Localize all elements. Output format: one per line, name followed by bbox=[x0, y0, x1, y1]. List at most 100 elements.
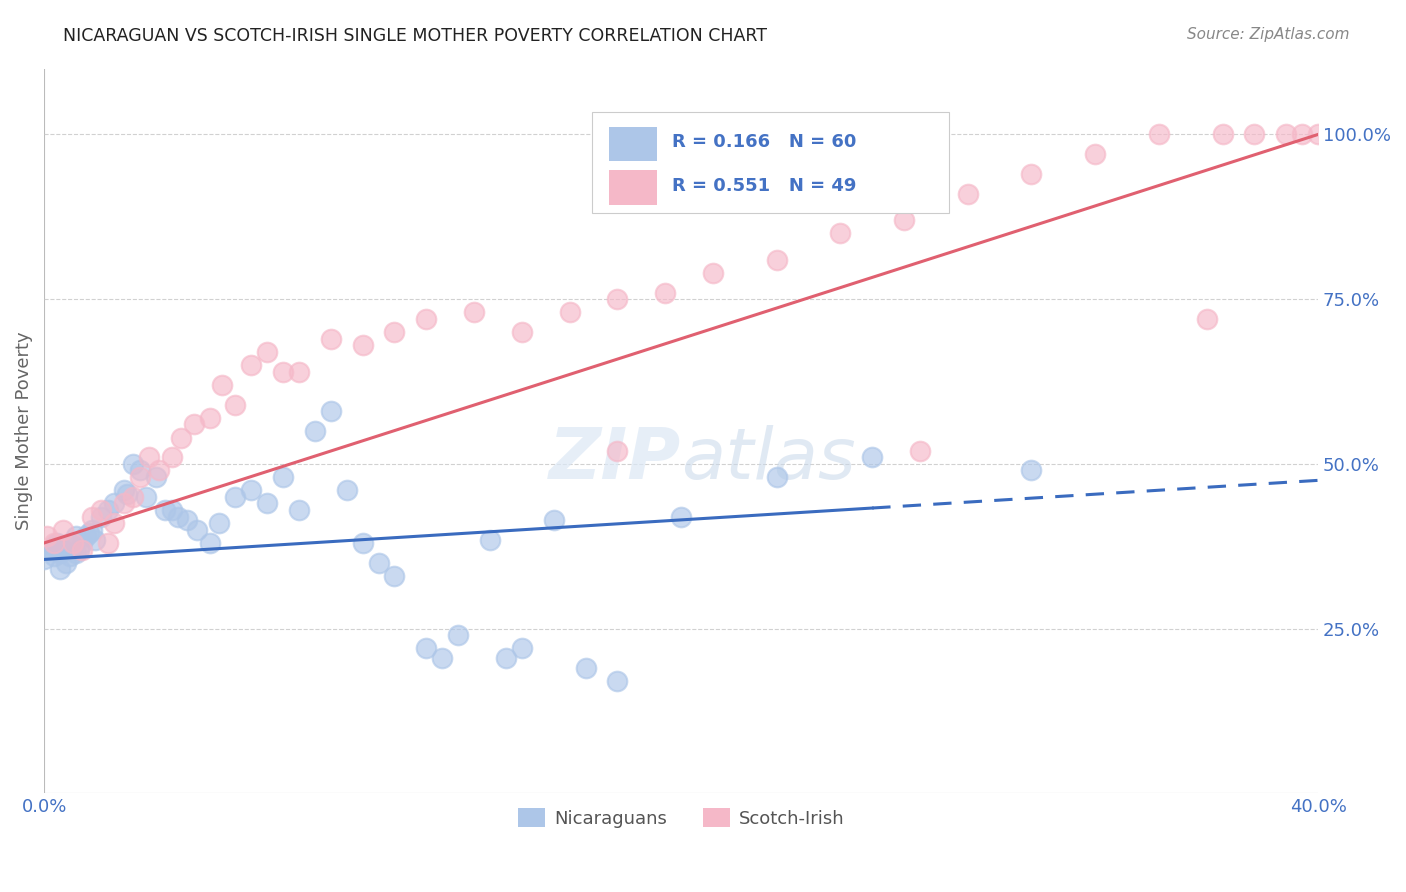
Point bbox=[765, 470, 787, 484]
Point bbox=[495, 651, 517, 665]
Point bbox=[90, 509, 112, 524]
Point bbox=[97, 536, 120, 550]
Point bbox=[669, 509, 692, 524]
Point bbox=[1084, 147, 1107, 161]
Text: ZIP: ZIP bbox=[548, 425, 681, 494]
Point bbox=[1212, 128, 1234, 142]
Point bbox=[135, 490, 157, 504]
Point bbox=[75, 529, 97, 543]
Point bbox=[479, 533, 502, 547]
Point bbox=[271, 470, 294, 484]
Point bbox=[160, 450, 183, 465]
Point bbox=[447, 628, 470, 642]
Point bbox=[1275, 128, 1298, 142]
Point bbox=[415, 641, 437, 656]
Text: atlas: atlas bbox=[681, 425, 856, 494]
Point bbox=[103, 496, 125, 510]
Text: Source: ZipAtlas.com: Source: ZipAtlas.com bbox=[1187, 27, 1350, 42]
FancyBboxPatch shape bbox=[609, 127, 657, 161]
Point bbox=[198, 410, 221, 425]
Point bbox=[167, 509, 190, 524]
Point bbox=[145, 470, 167, 484]
Point bbox=[128, 463, 150, 477]
Point bbox=[352, 536, 374, 550]
Point bbox=[432, 651, 454, 665]
Point bbox=[112, 483, 135, 498]
Point bbox=[224, 398, 246, 412]
Point bbox=[765, 252, 787, 267]
Point bbox=[176, 513, 198, 527]
Point bbox=[319, 404, 342, 418]
Point bbox=[72, 536, 94, 550]
Point bbox=[45, 536, 67, 550]
Point bbox=[908, 443, 931, 458]
Point bbox=[574, 661, 596, 675]
Point bbox=[288, 503, 311, 517]
Point bbox=[271, 365, 294, 379]
Point bbox=[606, 443, 628, 458]
Text: NICARAGUAN VS SCOTCH-IRISH SINGLE MOTHER POVERTY CORRELATION CHART: NICARAGUAN VS SCOTCH-IRISH SINGLE MOTHER… bbox=[63, 27, 768, 45]
Point bbox=[97, 503, 120, 517]
Point bbox=[84, 533, 107, 547]
Point bbox=[138, 450, 160, 465]
Point bbox=[606, 292, 628, 306]
Point bbox=[1195, 312, 1218, 326]
Point bbox=[893, 213, 915, 227]
Point bbox=[62, 539, 84, 553]
Point bbox=[336, 483, 359, 498]
Point bbox=[49, 562, 72, 576]
Point bbox=[463, 305, 485, 319]
Point bbox=[352, 338, 374, 352]
Point bbox=[115, 486, 138, 500]
Point bbox=[58, 549, 80, 563]
Point bbox=[240, 483, 263, 498]
Point bbox=[606, 674, 628, 689]
Point bbox=[211, 377, 233, 392]
Point bbox=[558, 305, 581, 319]
Point bbox=[65, 546, 87, 560]
Point bbox=[830, 226, 852, 240]
Point bbox=[80, 523, 103, 537]
Point bbox=[72, 542, 94, 557]
Point bbox=[160, 503, 183, 517]
Point bbox=[198, 536, 221, 550]
Point bbox=[112, 496, 135, 510]
Y-axis label: Single Mother Poverty: Single Mother Poverty bbox=[15, 332, 32, 530]
Point bbox=[67, 542, 90, 557]
Point bbox=[1243, 128, 1265, 142]
Point bbox=[58, 536, 80, 550]
Point bbox=[128, 470, 150, 484]
Point bbox=[224, 490, 246, 504]
Point bbox=[319, 332, 342, 346]
Point bbox=[186, 523, 208, 537]
Point bbox=[1021, 463, 1043, 477]
Point bbox=[1291, 128, 1313, 142]
Point bbox=[52, 542, 75, 557]
Point bbox=[37, 529, 59, 543]
FancyBboxPatch shape bbox=[609, 170, 657, 205]
Point bbox=[1021, 167, 1043, 181]
Point bbox=[90, 503, 112, 517]
Point bbox=[122, 457, 145, 471]
Point bbox=[654, 285, 676, 300]
Point bbox=[55, 556, 77, 570]
Point bbox=[170, 430, 193, 444]
Point bbox=[860, 450, 883, 465]
Point bbox=[510, 325, 533, 339]
Point bbox=[702, 266, 724, 280]
Point bbox=[122, 490, 145, 504]
Point bbox=[103, 516, 125, 531]
Point bbox=[49, 546, 72, 560]
Point bbox=[32, 552, 55, 566]
Point bbox=[956, 186, 979, 201]
Point bbox=[1147, 128, 1170, 142]
Point bbox=[153, 503, 176, 517]
Point bbox=[304, 424, 326, 438]
Point bbox=[65, 529, 87, 543]
Point bbox=[415, 312, 437, 326]
Point bbox=[80, 509, 103, 524]
Point bbox=[256, 496, 278, 510]
Point bbox=[543, 513, 565, 527]
Point bbox=[288, 365, 311, 379]
Point bbox=[208, 516, 231, 531]
